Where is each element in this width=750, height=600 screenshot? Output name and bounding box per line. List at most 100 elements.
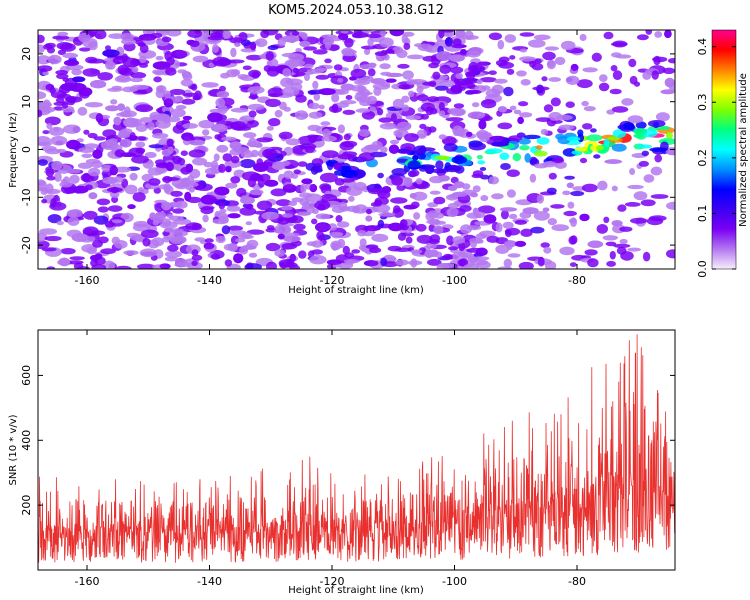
spectrogram-cell — [429, 108, 438, 115]
spectrogram-cell — [82, 68, 101, 77]
spectrogram-cell — [275, 199, 292, 207]
spectrogram-cell — [101, 164, 112, 172]
spectrogram-cell — [343, 133, 351, 141]
spectrogram-cell — [519, 112, 533, 118]
spectrogram-cell — [320, 121, 331, 126]
spectrogram-cell — [513, 109, 522, 115]
spectrogram-cell — [212, 218, 229, 225]
spectrogram-cell — [364, 48, 371, 55]
spectrogram-cell — [69, 256, 85, 261]
spectrogram-cell — [612, 129, 626, 139]
spectrogram-cell — [475, 247, 488, 256]
spectrogram-cell — [324, 41, 332, 50]
spectrogram-cell — [542, 207, 550, 212]
spectrogram-cell — [204, 238, 214, 243]
spectrogram-cell — [447, 202, 460, 209]
spectrogram-cell — [445, 117, 464, 122]
spectrogram-cell — [448, 246, 459, 251]
spectrogram-cell — [617, 204, 627, 212]
spectrogram-cell — [281, 205, 293, 211]
spectrogram-cell — [388, 144, 400, 154]
spectrogram-cell — [648, 215, 667, 222]
spectrogram-cell — [213, 153, 220, 162]
spectrogram-cell — [603, 31, 614, 40]
spectrogram-cell — [497, 39, 505, 50]
spectrogram-cell — [85, 158, 101, 165]
spectrogram-cell — [315, 222, 331, 233]
spectrogram-cell — [162, 177, 180, 181]
spectrogram-cell — [536, 137, 550, 145]
spectrogram-cell — [181, 132, 194, 141]
spectrogram-cell — [667, 58, 675, 64]
spectrogram-cell — [235, 238, 246, 243]
spectrogram-cell — [234, 42, 241, 47]
spectrogram-cell — [152, 61, 171, 70]
spectrogram-cell — [281, 86, 300, 97]
spectrogram-cell — [138, 33, 157, 41]
spectrogram-cell — [262, 30, 279, 36]
spectrogram-cell — [71, 68, 82, 76]
spectrogram-cell — [175, 105, 187, 110]
spectrogram-cell — [100, 248, 116, 255]
spectrogram-cell — [268, 118, 281, 127]
spectrogram-cell — [479, 167, 487, 171]
spectrogram-cell — [405, 115, 421, 120]
spectrogram-cell — [579, 157, 588, 164]
spectrogram-cell — [217, 104, 228, 115]
spectrogram-cell — [518, 261, 534, 269]
spectrogram-cell — [367, 95, 377, 105]
chart-title: KOM5.2024.053.10.38.G12 — [268, 3, 444, 18]
spectrogram-cell — [621, 98, 634, 106]
spectrogram-cell — [410, 249, 423, 254]
spectrogram-cell — [38, 44, 45, 54]
spectrogram-cell — [459, 205, 472, 212]
spectrogram-cell — [337, 221, 350, 228]
spectrogram-cell — [298, 250, 307, 259]
spectrogram-cell — [138, 63, 149, 68]
spectrogram-cell — [297, 211, 311, 216]
spectrogram-cell — [394, 247, 411, 252]
x-tick-label: -140 — [197, 274, 222, 287]
spectrogram-cell — [331, 242, 339, 251]
spectrogram-cell — [340, 140, 358, 148]
spectrogram-cell — [91, 264, 107, 269]
spectrogram-cell — [322, 128, 331, 138]
spectrogram-cell — [135, 104, 154, 113]
spectrogram-cell — [359, 238, 367, 247]
spectrogram-cell — [422, 81, 436, 86]
spectrogram-cell — [39, 228, 58, 235]
spectrogram-cell — [129, 172, 138, 181]
colorbar-tick-label: 0.2 — [696, 149, 709, 167]
spectrogram-cell — [38, 159, 48, 166]
spectrogram-cell — [610, 65, 618, 72]
spectrogram-cell — [434, 251, 443, 258]
spectrogram-cell — [635, 121, 647, 129]
spectrogram-cell — [103, 260, 116, 269]
spectrogram-cell — [568, 218, 577, 224]
spectrogram-cell — [66, 169, 81, 174]
spectrogram-cell — [364, 144, 381, 151]
spectrogram-cell — [378, 212, 396, 217]
spectrogram-cell — [107, 87, 123, 92]
spectrogram-cell — [616, 246, 627, 255]
spectrogram-cell — [497, 106, 507, 113]
spectrogram-cell — [604, 159, 622, 164]
spectrogram-cell — [246, 54, 263, 61]
spectrogram-cell — [90, 254, 100, 261]
spectrogram-cell — [114, 240, 128, 249]
spectrogram-cell — [366, 33, 383, 39]
spectrogram-cell — [451, 155, 468, 164]
spectrogram-cell — [447, 108, 458, 114]
spectrogram-cell — [407, 160, 421, 170]
spectrogram-cell — [162, 218, 171, 227]
spectrogram-cell — [500, 209, 509, 220]
spectrogram-cell — [412, 154, 419, 161]
spectrogram-cell — [425, 165, 435, 174]
spectrogram-cell — [397, 63, 410, 69]
spectrogram-cell — [455, 30, 466, 39]
spectrogram-cell — [180, 150, 188, 156]
spectrogram-cell — [312, 49, 328, 55]
spectrogram-cell — [613, 243, 631, 248]
spectrogram-cell — [221, 225, 231, 235]
spectrogram-cell — [582, 67, 598, 73]
